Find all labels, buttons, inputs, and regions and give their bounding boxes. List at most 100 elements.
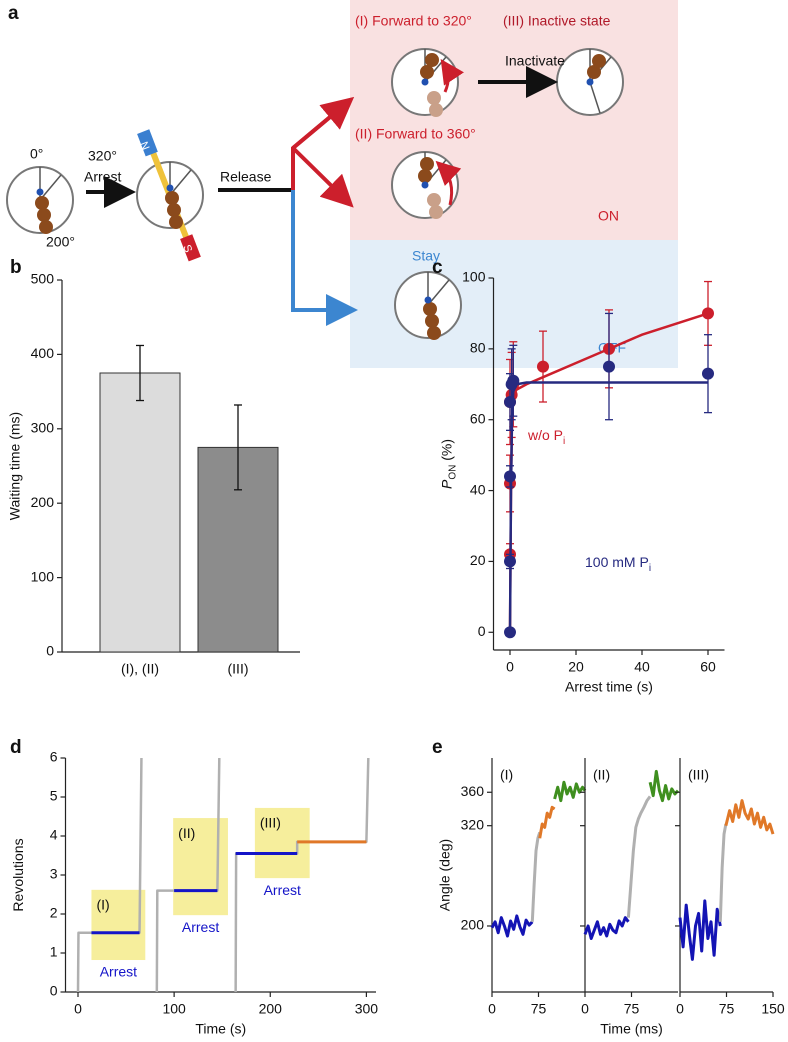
y-tick-label: 20 <box>470 552 486 568</box>
y-tick-label: 360 <box>461 783 485 799</box>
angle-label: 0° <box>30 146 43 162</box>
x-tick-label: 300 <box>355 1001 379 1017</box>
panel-label: c <box>432 257 443 278</box>
x-axis-label: Time (s) <box>195 1021 246 1037</box>
step-label: Release <box>220 169 272 185</box>
x-axis-label: Time (ms) <box>600 1021 662 1037</box>
point <box>504 626 516 639</box>
x-tick-label: 40 <box>634 659 650 675</box>
label-part: i <box>563 436 565 447</box>
y-tick-label: 100 <box>31 568 55 584</box>
trace <box>530 831 542 922</box>
arrow <box>291 190 358 326</box>
y-tick-label: 60 <box>470 410 486 426</box>
angle-label: 320° <box>88 148 117 164</box>
label-part: w/o P <box>527 427 563 443</box>
x-tick-label: 0 <box>676 1001 684 1017</box>
x-tick-label: 75 <box>624 1001 640 1017</box>
point <box>603 360 615 373</box>
angle-label: 200° <box>46 234 75 250</box>
magnet-pole: S <box>180 243 194 254</box>
y-tick-label: 5 <box>50 788 58 804</box>
y-tick-label: 400 <box>31 345 55 361</box>
error-bar <box>136 344 144 402</box>
x-tick-label: 75 <box>719 1001 735 1017</box>
rotor-initial <box>6 166 74 234</box>
point <box>537 360 549 373</box>
x-tick-label: 75 <box>531 1001 547 1017</box>
x-tick-label: (I), (II) <box>121 661 159 677</box>
series-label: w/o Pi <box>527 427 565 447</box>
y-axis-label: Revolutions <box>10 838 26 911</box>
y-tick-label: 3 <box>50 866 58 882</box>
state-label: Stay <box>412 248 440 264</box>
state-label: (I) Forward to 320° <box>355 13 472 29</box>
state-label: (II) Forward to 360° <box>355 126 476 142</box>
y-tick-label: 320 <box>461 816 485 832</box>
bar <box>99 372 181 653</box>
series-label: 100 mM Pi <box>585 554 651 574</box>
trace <box>718 823 728 922</box>
arrest-span <box>91 889 146 961</box>
trace <box>626 795 652 918</box>
x-tick-label: 0 <box>488 1001 496 1017</box>
point <box>702 307 714 320</box>
x-tick-label: 60 <box>700 659 716 675</box>
label-part: (%) <box>438 439 454 465</box>
point <box>504 470 516 483</box>
arrow <box>291 96 355 150</box>
panel-a: a 0° 320° 200° Arrest N S Release (I) Fo… <box>6 0 678 368</box>
panel-label: a <box>8 3 19 24</box>
y-axis-label: Waiting time (ms) <box>7 412 23 520</box>
x-tick-label: 100 <box>162 1001 186 1017</box>
trace <box>724 799 775 835</box>
y-tick-label: 1 <box>50 944 58 960</box>
y-tick-label: 80 <box>470 340 486 356</box>
x-axis-label: Arrest time (s) <box>565 679 653 695</box>
panel-label: e <box>432 737 443 758</box>
label-part: ON <box>448 465 459 480</box>
x-tick-label: 150 <box>761 1001 785 1017</box>
span-label: (I) <box>96 897 109 913</box>
x-tick-label: 200 <box>259 1001 283 1017</box>
trace <box>678 899 722 961</box>
label-part: i <box>649 563 651 574</box>
x-tick-label: 0 <box>74 1001 82 1017</box>
magnet-pole: N <box>137 140 151 152</box>
span-note: Arrest <box>264 882 301 898</box>
span-label: (II) <box>178 825 195 841</box>
trace <box>490 914 534 938</box>
step-label: Inactivate <box>505 53 565 69</box>
y-tick-label: 2 <box>50 905 58 921</box>
x-tick-label: (III) <box>228 661 249 677</box>
trace <box>583 916 630 941</box>
y-tick-label: 0 <box>46 643 54 659</box>
rotor-arrested <box>136 129 204 262</box>
panel-title: (II) <box>593 767 610 783</box>
y-tick-label: 300 <box>31 420 55 436</box>
rotor-state <box>394 271 462 340</box>
trace <box>538 805 556 839</box>
point <box>702 367 714 380</box>
rotor-state <box>391 48 464 117</box>
y-axis-label: PON (%) <box>438 439 458 489</box>
y-tick-label: 200 <box>461 917 485 933</box>
arrow <box>291 100 348 202</box>
y-tick-label: 0 <box>50 983 58 999</box>
rotor-state <box>556 48 624 116</box>
panel-title: (III) <box>688 767 709 783</box>
span-label: (III) <box>260 815 281 831</box>
state-label: ON <box>598 208 619 224</box>
y-axis-label: Angle (deg) <box>437 839 453 911</box>
y-tick-label: 40 <box>470 481 486 497</box>
y-tick-label: 500 <box>31 271 55 287</box>
state-label: (III) Inactive state <box>503 13 611 29</box>
panel-label: d <box>10 737 22 758</box>
y-tick-label: 4 <box>50 827 58 843</box>
trace <box>648 769 680 803</box>
y-tick-label: 0 <box>478 623 486 639</box>
error-bar <box>234 404 242 491</box>
point <box>507 374 520 387</box>
x-tick-label: 0 <box>506 659 514 675</box>
